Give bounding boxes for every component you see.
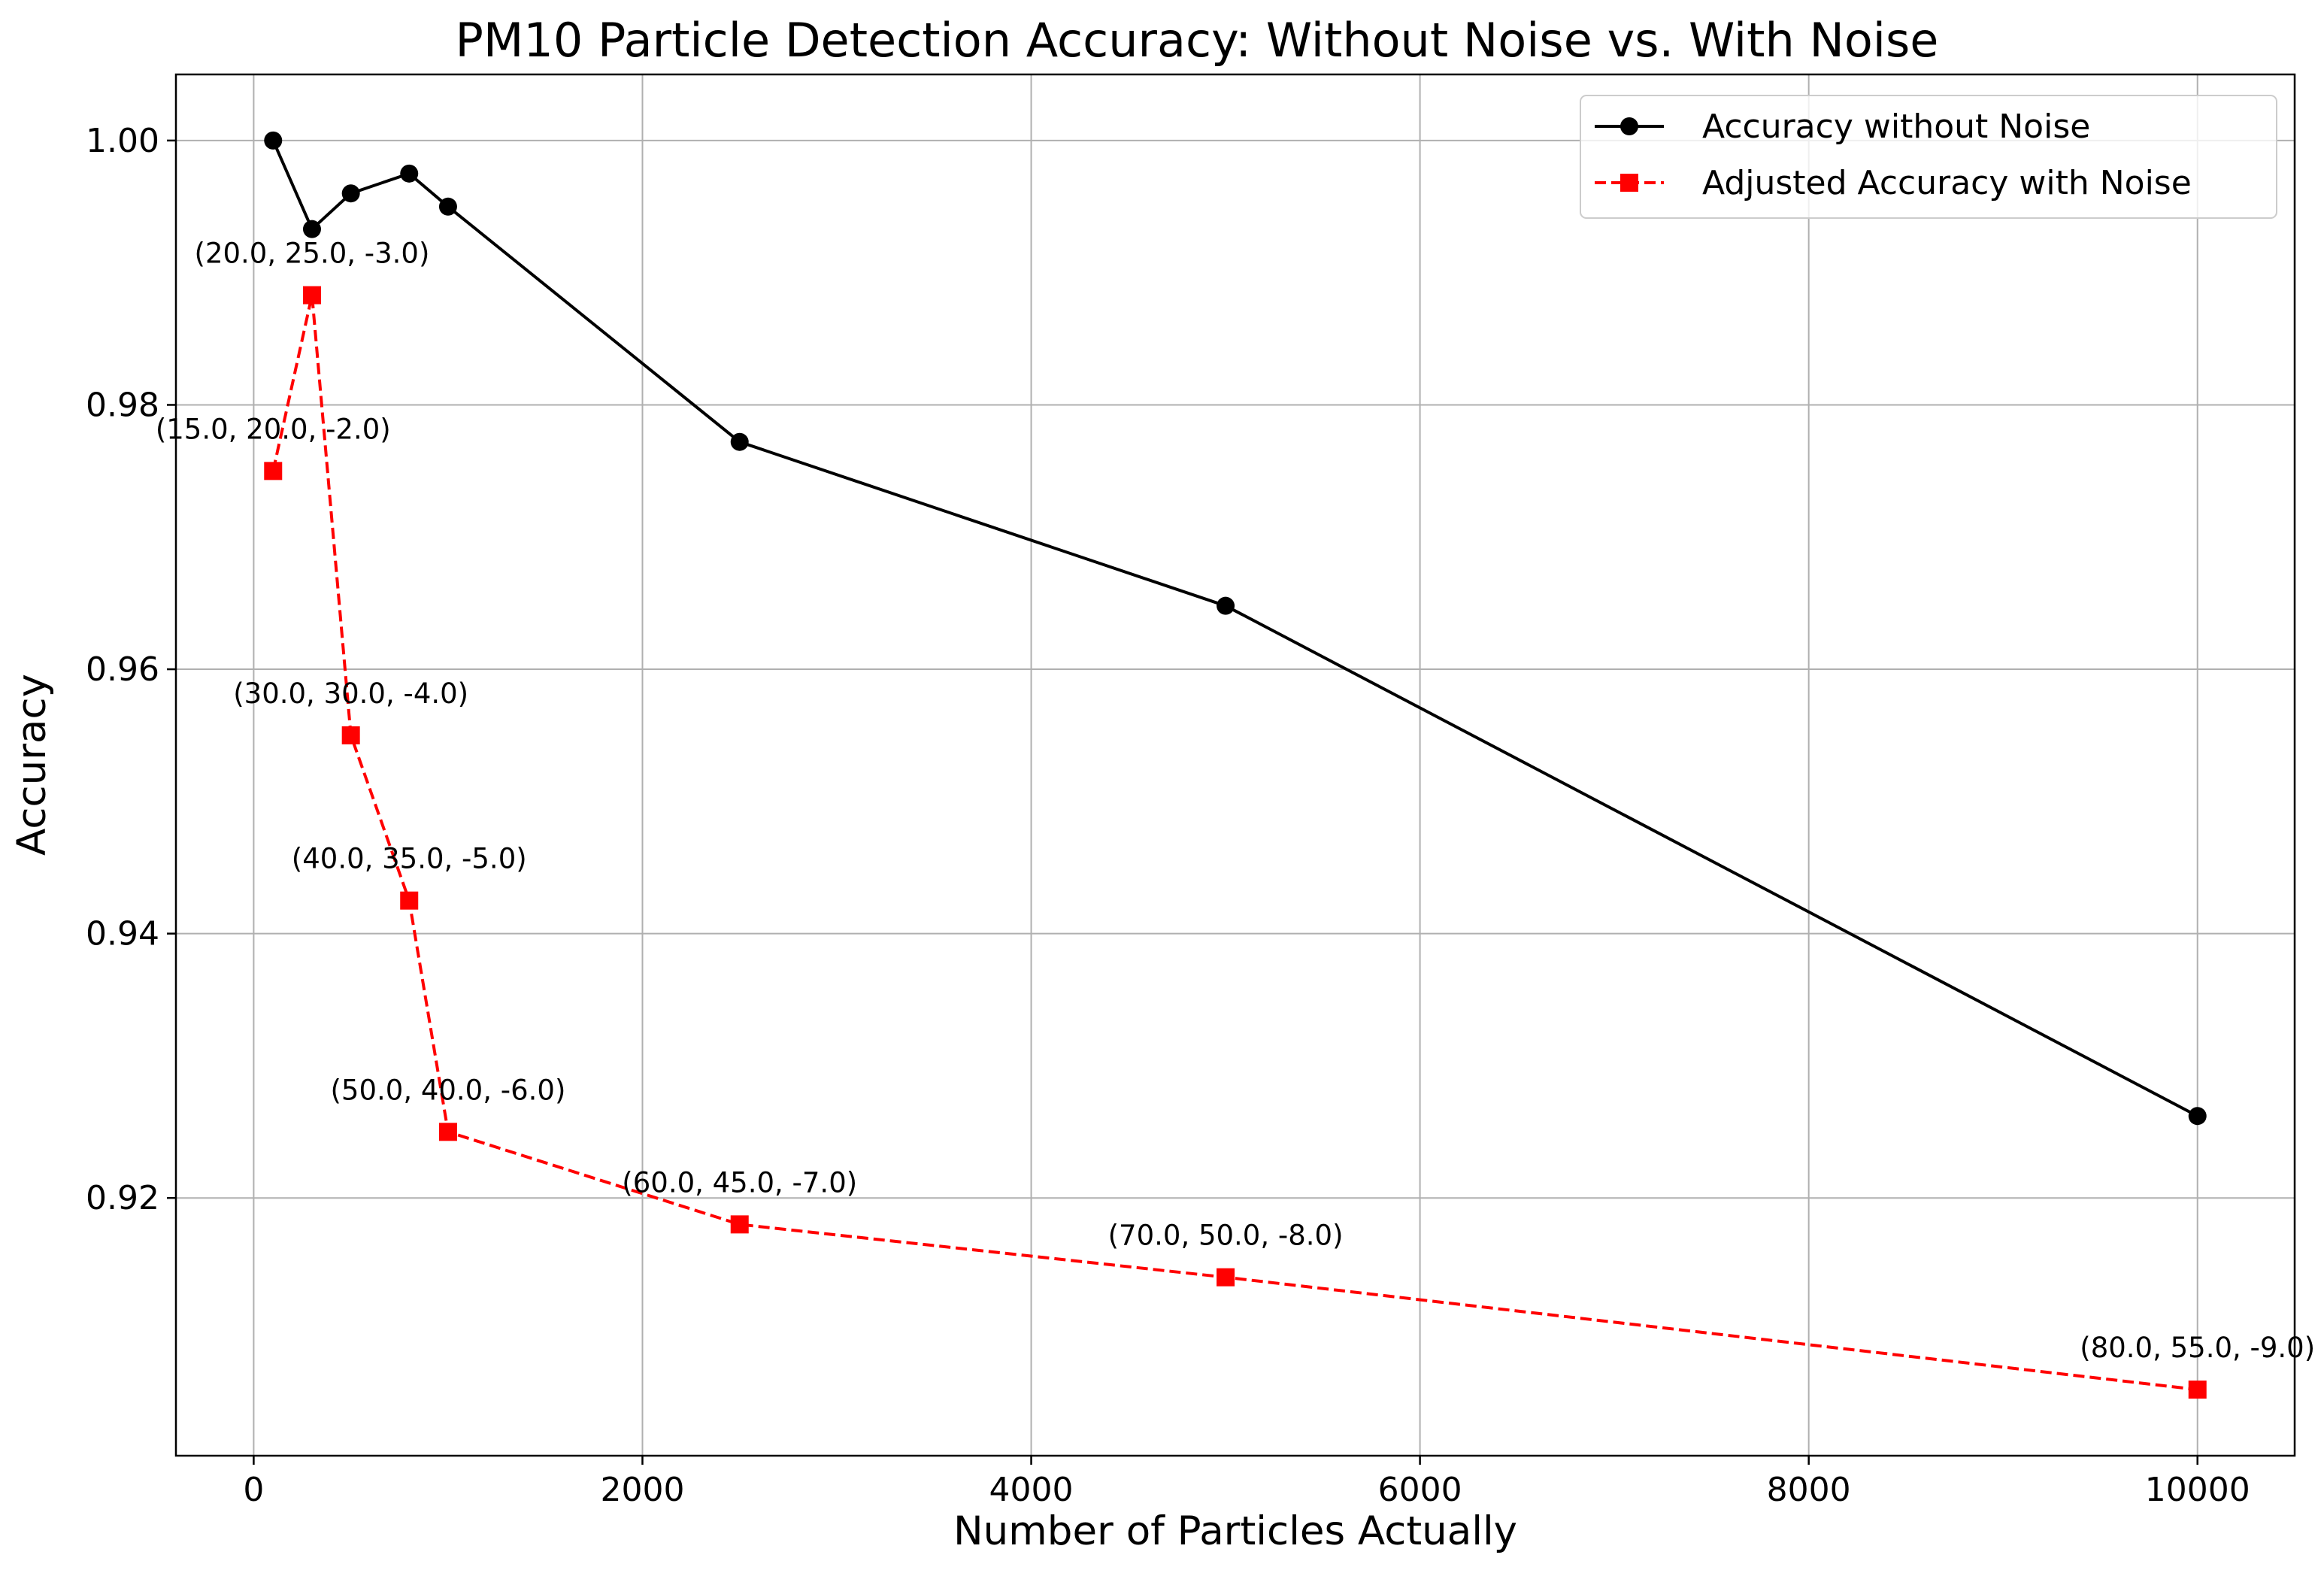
point-annotation: (50.0, 40.0, -6.0) [331, 1074, 566, 1106]
data-point-without-noise [264, 131, 283, 150]
legend-marker-without-noise [1620, 117, 1638, 135]
chart-title: PM10 Particle Detection Accuracy: Withou… [456, 13, 1939, 68]
series-layer [264, 131, 2207, 1399]
series-line-without-noise [271, 140, 2198, 1117]
data-point-without-noise [438, 197, 457, 216]
data-point-with-noise [730, 1215, 749, 1234]
data-point-without-noise [730, 432, 749, 451]
y-tick-label: 0.92 [86, 1179, 159, 1217]
y-axis-label: Accuracy [9, 674, 55, 856]
data-point-without-noise [1217, 596, 1235, 615]
point-annotation: (15.0, 20.0, -2.0) [156, 413, 391, 445]
point-annotation: (20.0, 25.0, -3.0) [195, 238, 430, 270]
axis-ticks: 0 2000 4000 6000 8000 10000 0.92 0.94 0.96 0.98 1.… [86, 122, 2250, 1509]
point-annotation: (30.0, 30.0, -4.0) [233, 677, 468, 710]
data-point-with-noise [302, 286, 321, 305]
point-annotation: (40.0, 35.0, -5.0) [292, 843, 527, 875]
series-line-with-noise [271, 293, 2198, 1392]
data-point-with-noise [400, 891, 419, 910]
point-annotation: (70.0, 50.0, -8.0) [1108, 1220, 1344, 1252]
data-point-without-noise [341, 184, 360, 203]
legend-marker-with-noise [1620, 174, 1638, 192]
x-axis-label: Number of Particles Actually [953, 1508, 1517, 1554]
y-tick-label: 0.96 [86, 650, 159, 689]
legend-box [1580, 95, 2277, 219]
data-point-with-noise [2188, 1381, 2207, 1399]
x-tick-label: 0 [243, 1471, 264, 1509]
grid [176, 74, 2295, 1456]
x-tick-label: 10000 [2145, 1471, 2250, 1509]
legend-label-without-noise: Accuracy without Noise [1702, 108, 2090, 146]
data-point-with-noise [1217, 1268, 1235, 1287]
y-tick-label: 1.00 [86, 122, 159, 160]
y-tick-label: 0.94 [86, 915, 159, 953]
x-tick-label: 8000 [1767, 1471, 1851, 1509]
data-point-with-noise [341, 726, 360, 744]
legend: Accuracy without Noise Adjusted Accuracy… [1580, 95, 2277, 219]
plot-frame [174, 73, 2296, 1457]
annotations: (15.0, 20.0, -2.0) (20.0, 25.0, -3.0) (30.… [156, 238, 2315, 1365]
legend-label-with-noise: Adjusted Accuracy with Noise [1702, 164, 2192, 202]
data-point-with-noise [438, 1123, 457, 1141]
data-point-with-noise [264, 462, 283, 480]
data-point-without-noise [302, 220, 321, 238]
y-tick-label: 0.98 [86, 386, 159, 424]
point-annotation: (60.0, 45.0, -7.0) [622, 1166, 857, 1199]
x-tick-label: 6000 [1378, 1471, 1462, 1509]
data-point-without-noise [2188, 1107, 2207, 1126]
x-tick-label: 4000 [989, 1471, 1074, 1509]
x-tick-label: 2000 [600, 1471, 684, 1509]
point-annotation: (80.0, 55.0, -9.0) [2080, 1332, 2315, 1364]
data-point-without-noise [400, 164, 419, 183]
